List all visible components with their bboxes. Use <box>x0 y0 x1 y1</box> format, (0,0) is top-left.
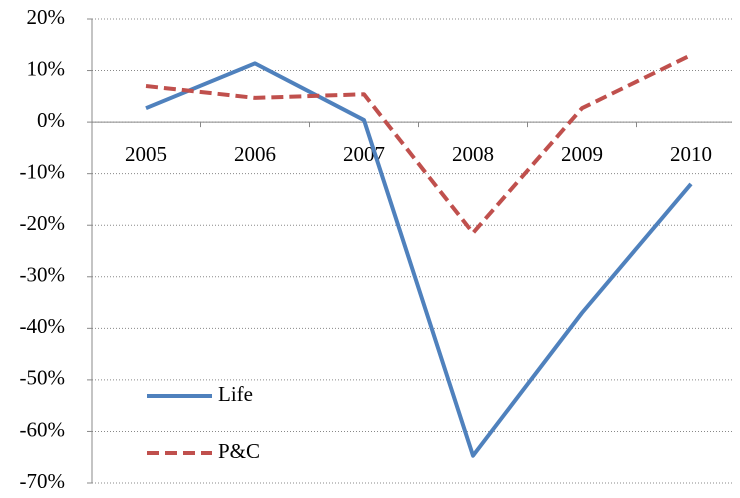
x-tick-label: 2010 <box>670 142 712 166</box>
x-tick-label: 2005 <box>125 142 167 166</box>
x-tick-label: 2006 <box>234 142 276 166</box>
series-line <box>145 61 693 458</box>
y-tick-label: -10% <box>20 159 66 183</box>
legend-label: Life <box>218 382 253 406</box>
y-tick-label: -20% <box>20 211 66 235</box>
x-tick-label: 2008 <box>452 142 494 166</box>
y-tick-label: 10% <box>27 56 66 80</box>
y-tick-label: -50% <box>20 366 66 390</box>
y-tick-label: -30% <box>20 263 66 287</box>
y-tick-label: -60% <box>20 417 66 441</box>
legend-label: P&C <box>218 439 260 463</box>
series-line <box>145 53 692 235</box>
y-tick-label: 0% <box>37 108 65 132</box>
x-tick-label: 2009 <box>561 142 603 166</box>
y-tick-label: 20% <box>27 5 66 29</box>
y-tick-label: -40% <box>20 314 66 338</box>
y-tick-label: -70% <box>20 469 66 493</box>
